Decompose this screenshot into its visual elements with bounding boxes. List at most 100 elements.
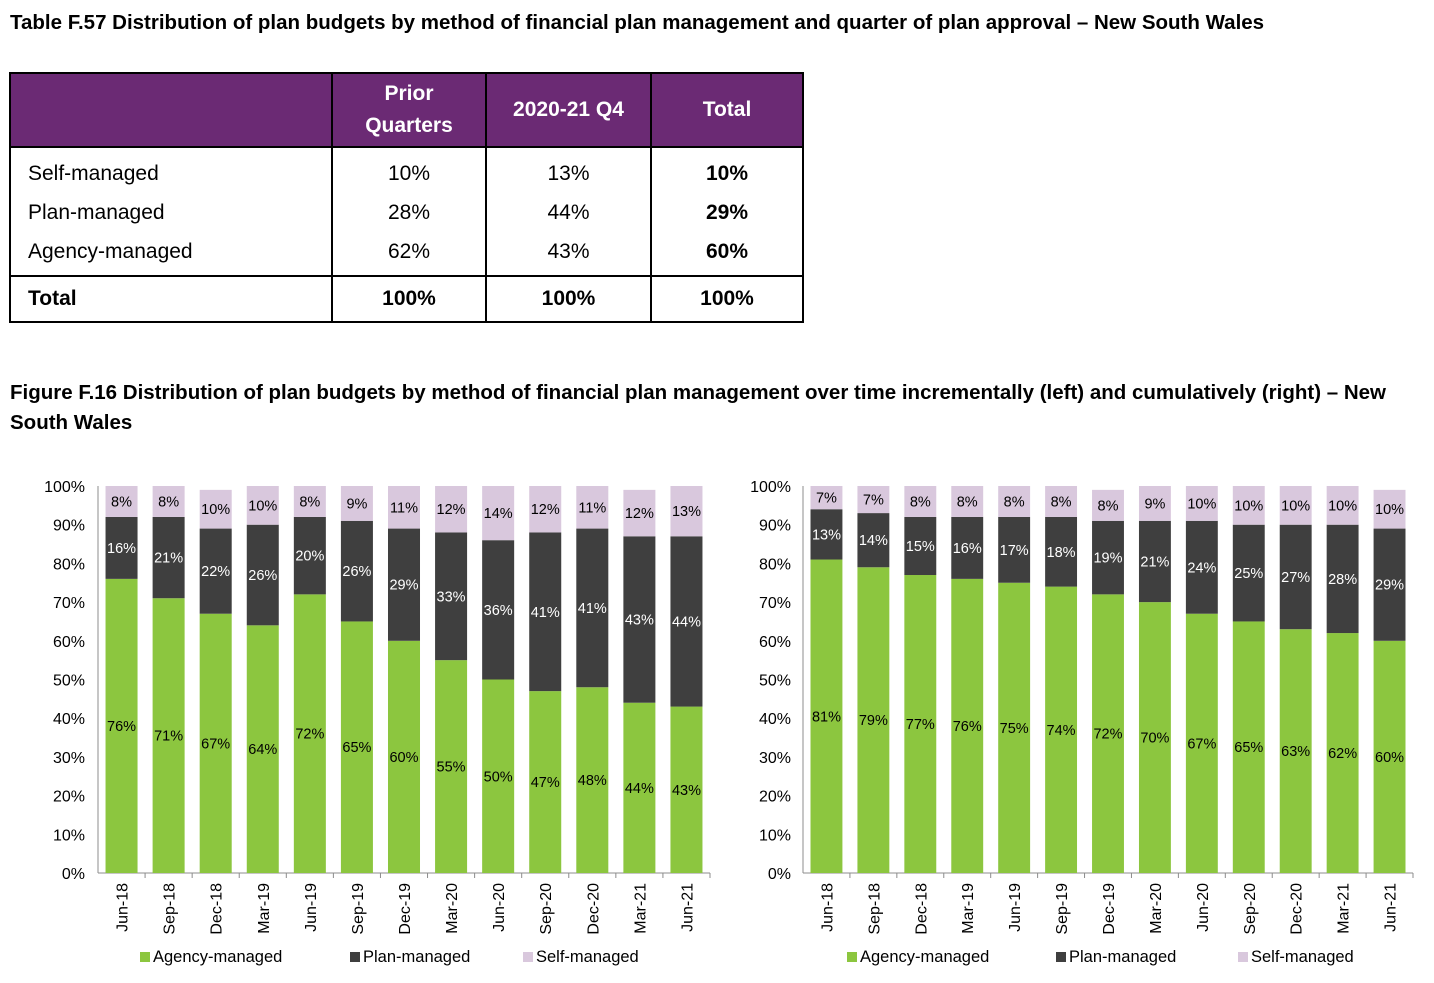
row-label: Plan-managed (9, 193, 333, 232)
bar-segment (199, 613, 232, 873)
x-tick-label: Sep-20 (1242, 883, 1259, 935)
bar-segment (246, 625, 279, 873)
legend-swatch (1238, 952, 1248, 962)
data-label: 9% (1144, 496, 1165, 512)
y-tick-label: 90% (759, 518, 791, 535)
data-label: 72% (295, 727, 324, 743)
x-tick-label: Dec-19 (397, 883, 414, 935)
data-label: 36% (484, 603, 513, 619)
x-tick-label: Jun-20 (1195, 883, 1212, 932)
table-header-prior-label: Prior Quarters (365, 82, 453, 137)
bar-segment (904, 486, 937, 517)
x-tick-label: Dec-19 (1101, 883, 1118, 935)
y-tick-label: 80% (53, 556, 85, 573)
table-cell: 100% (650, 275, 804, 323)
x-tick-label: Dec-18 (209, 883, 226, 935)
bar-segment (951, 578, 984, 873)
bar-segment (293, 516, 326, 595)
bar-segment (199, 489, 232, 529)
bar-segment (1185, 613, 1218, 873)
x-tick-label: Dec-18 (913, 883, 930, 935)
legend-label: Self-managed (1251, 948, 1354, 966)
bar-segment (623, 536, 656, 703)
bar-segment (904, 575, 937, 873)
bar-segment (623, 489, 656, 537)
legend-label: Agency-managed (860, 948, 989, 966)
bar-segment (857, 486, 890, 514)
bar-segment (1279, 629, 1312, 873)
data-label: 47% (531, 775, 560, 791)
data-label: 20% (295, 549, 324, 565)
data-label: 9% (346, 496, 367, 512)
legend-swatch (523, 952, 533, 962)
table-cell: 13% (485, 147, 652, 193)
bar-segment (435, 532, 468, 661)
data-label: 17% (1000, 543, 1029, 559)
bar-segment (1373, 528, 1406, 641)
y-tick-label: 30% (53, 750, 85, 767)
x-tick-label: Sep-20 (538, 883, 555, 935)
bar-segment (1138, 602, 1171, 873)
bar-segment (482, 679, 515, 873)
data-label: 28% (1328, 572, 1357, 588)
budget-table: Prior Quarters 2020-21 Q4 Total Self-man… (9, 72, 804, 323)
data-label: 74% (1047, 723, 1076, 739)
y-tick-label: 10% (759, 827, 791, 844)
figure-title: Figure F.16 Distribution of plan budgets… (10, 381, 1386, 434)
data-label: 67% (201, 736, 230, 752)
x-tick-label: Jun-18 (819, 883, 836, 932)
bar-segment (529, 532, 562, 692)
bar-segment (1232, 621, 1265, 873)
bar-segment (810, 509, 843, 560)
bar-segment (1373, 640, 1406, 873)
legend-swatch (350, 952, 360, 962)
x-tick-label: Jun-19 (1007, 883, 1024, 932)
table-cell: 100% (485, 275, 652, 323)
bar-segment (1232, 524, 1265, 622)
table-header-prior: Prior Quarters (331, 72, 487, 148)
y-tick-label: 80% (759, 556, 791, 573)
bar-segment (857, 567, 890, 873)
cumulative-chart: 0% 10% 20% 30% 40% 50% 60% 70% 80% 90% 100% 81% 13% 7… (750, 479, 1414, 966)
bar-segment (529, 691, 562, 873)
table-cell: 100% (331, 275, 487, 323)
table-row: Self-managed 10% 13% 10% (9, 147, 804, 193)
y-tick-label: 40% (759, 711, 791, 728)
bar-segment (1373, 489, 1406, 529)
data-label: 44% (625, 781, 654, 797)
bar-segment (810, 559, 843, 873)
data-label: 10% (1187, 496, 1216, 512)
data-label: 75% (1000, 721, 1029, 737)
bar-segment (1326, 633, 1359, 873)
bar-segment (1185, 486, 1218, 521)
data-label: 10% (1281, 498, 1310, 514)
data-label: 12% (625, 506, 654, 522)
bar-segment (1092, 489, 1124, 521)
legend-label: Plan-managed (1069, 948, 1176, 966)
y-tick-label: 60% (759, 634, 791, 651)
x-tick-label: Mar-21 (1336, 883, 1353, 934)
legend-swatch (140, 952, 150, 962)
data-label: 43% (672, 783, 701, 799)
bar-segment (246, 524, 279, 626)
table-cell: 44% (485, 193, 652, 232)
table-header-row: Prior Quarters 2020-21 Q4 Total (9, 72, 804, 148)
data-label: 26% (248, 568, 277, 584)
bar-segment (998, 516, 1031, 583)
data-label: 65% (342, 740, 371, 756)
data-label: 60% (1375, 750, 1404, 766)
data-label: 10% (1375, 502, 1404, 518)
x-tick-label: Sep-18 (866, 883, 883, 935)
data-label: 10% (201, 502, 230, 518)
bar-segment (576, 486, 609, 529)
bar-segment (152, 598, 185, 873)
bar-segment (529, 486, 562, 533)
bar-segment (482, 486, 515, 541)
row-label: Agency-managed (9, 232, 333, 277)
x-tick-label: Dec-20 (585, 883, 602, 935)
data-label: 16% (953, 541, 982, 557)
data-label: 14% (859, 533, 888, 549)
data-label: 7% (816, 491, 837, 507)
bar-segment (152, 486, 185, 517)
y-tick-label: 20% (53, 789, 85, 806)
